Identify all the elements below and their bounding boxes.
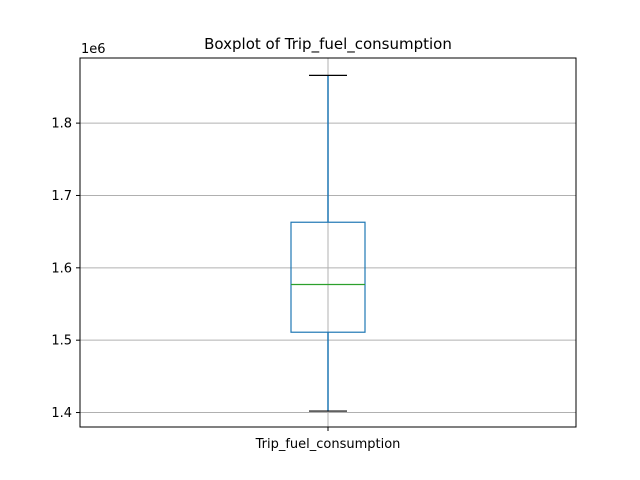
y-tick-label: 1.5	[51, 334, 72, 349]
box-layer	[290, 74, 366, 412]
y-tick-label: 1.8	[51, 117, 72, 132]
y-tick-label: 1.6	[51, 261, 72, 276]
y-tick-label: 1.7	[51, 189, 72, 204]
tick-layer: 1.4 1.5 1.6 1.7 1.8 Trip_fuel_consumption	[51, 117, 400, 452]
iqr-box	[290, 221, 366, 333]
y-tick-label: 1.4	[51, 406, 72, 421]
chart-title: Boxplot of Trip_fuel_consumption	[204, 35, 452, 54]
x-tick-label: Trip_fuel_consumption	[255, 437, 401, 452]
y-axis-offset-label: 1e6	[81, 42, 106, 57]
